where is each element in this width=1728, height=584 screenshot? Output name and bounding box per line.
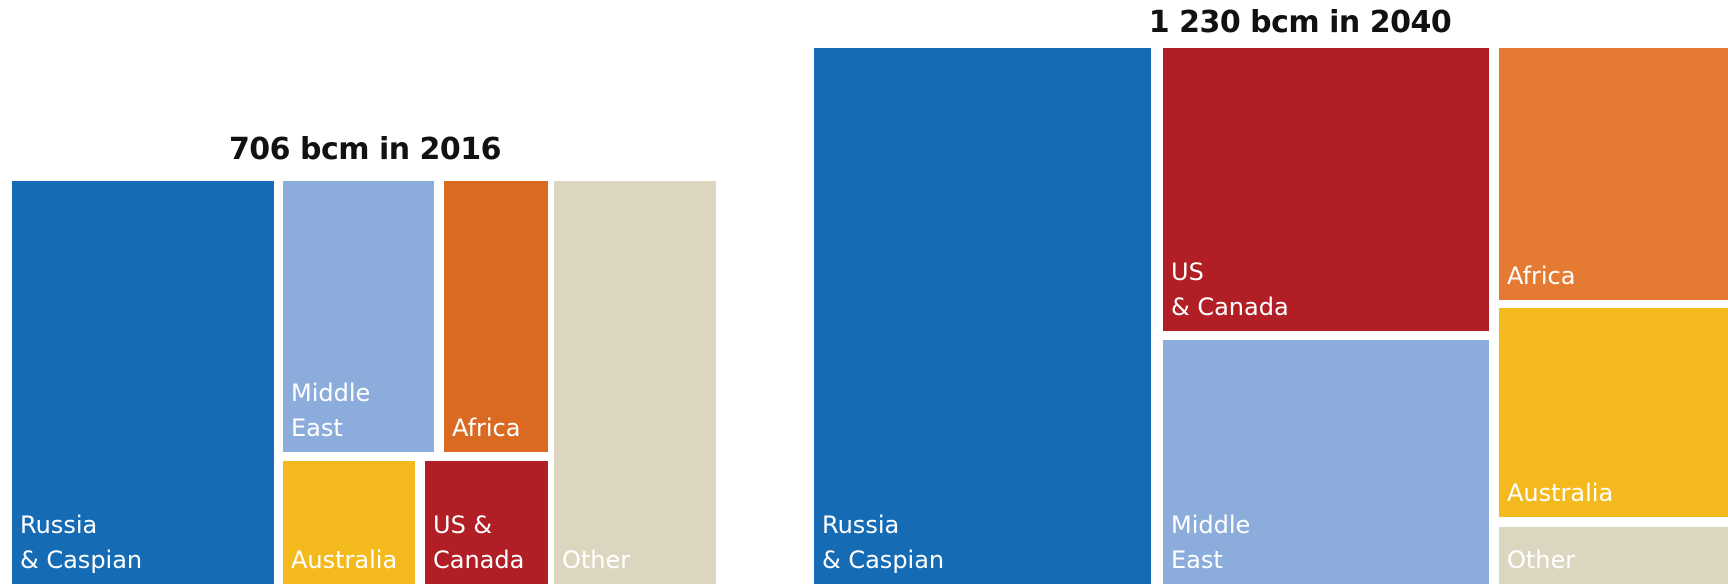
tile-label-line: & Canada — [1171, 293, 1289, 321]
tile-label: Australia — [291, 543, 397, 578]
tile-label-line: Russia — [20, 511, 98, 539]
tile-middle-east: Middle East — [283, 181, 434, 452]
tile-label-line: Russia — [822, 511, 900, 539]
tile-label: Russia & Caspian — [822, 508, 944, 578]
tile-label-line: Canada — [433, 546, 525, 574]
tile-label: US & Canada — [433, 508, 524, 578]
tile-label-line: Other — [1507, 546, 1576, 574]
tile-label-line: Australia — [291, 546, 398, 574]
treemap-panel-2040: 1 230 bcm in 2040 Russia & Caspian US & Can… — [800, 0, 1728, 584]
chart-title: 1 230 bcm in 2040 — [1148, 5, 1452, 40]
tile-label-line: East — [1171, 546, 1223, 574]
tile-russia-caspian: Russia & Caspian — [12, 181, 274, 584]
tile-australia: Australia — [283, 461, 415, 584]
tile-other: Other — [554, 181, 716, 584]
tile-label: US & Canada — [1171, 255, 1289, 325]
tile-label-line: & Caspian — [822, 546, 945, 574]
tile-label: Other — [1507, 543, 1575, 578]
tile-label: Russia & Caspian — [20, 508, 142, 578]
tile-other: Other — [1499, 527, 1728, 584]
tile-label-line: Other — [562, 546, 631, 574]
treemap-2016: Russia & Caspian Middle East Africa Australia… — [0, 0, 730, 584]
tile-label: Other — [562, 543, 630, 578]
tile-label: Africa — [1507, 259, 1575, 294]
tile-label-line: Africa — [1507, 262, 1576, 290]
tile-label-line: US & — [433, 511, 493, 539]
tile-label-line: & Caspian — [20, 546, 143, 574]
tile-russia-caspian: Russia & Caspian — [814, 48, 1151, 584]
tile-label: Africa — [452, 411, 520, 446]
treemap-panel-2016: 706 bcm in 2016 Russia & Caspian Middle Eas… — [0, 0, 730, 584]
tile-label-line: Australia — [1507, 479, 1614, 507]
tile-label-line: Africa — [452, 414, 521, 442]
tile-label-line: East — [291, 414, 343, 442]
treemap-2040: Russia & Caspian US & Canada Middle East Afric… — [800, 0, 1728, 584]
tile-label-line: Middle — [1171, 511, 1251, 539]
chart-title: 706 bcm in 2016 — [228, 132, 502, 167]
tile-africa: Africa — [444, 181, 548, 452]
tile-us-canada: US & Canada — [1163, 48, 1489, 331]
tile-label: Middle East — [1171, 508, 1250, 578]
tile-label: Middle East — [291, 376, 370, 446]
tile-label-line: Middle — [291, 379, 371, 407]
tile-middle-east: Middle East — [1163, 340, 1489, 584]
tile-label-line: US — [1171, 258, 1204, 286]
tile-us-canada: US & Canada — [425, 461, 548, 584]
tile-australia: Australia — [1499, 308, 1728, 517]
tile-label: Australia — [1507, 476, 1613, 511]
tile-africa: Africa — [1499, 48, 1728, 300]
